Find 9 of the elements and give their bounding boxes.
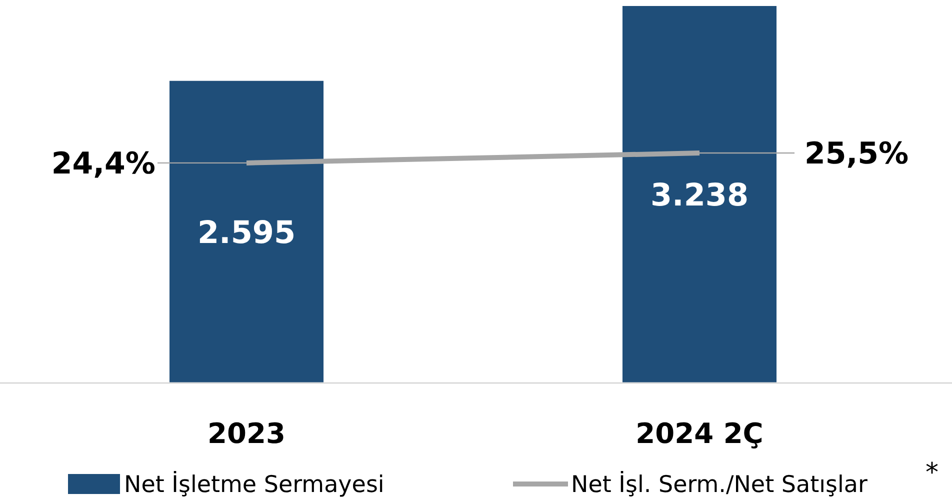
- data-label: 3.238: [650, 177, 749, 214]
- legend-label: Net İşletme Sermayesi: [124, 470, 384, 498]
- data-label: 2.595: [197, 214, 296, 251]
- data-label: 25,5%: [804, 136, 909, 172]
- x-tick-label: 2024 2Ç: [636, 416, 764, 450]
- text: *: [926, 458, 938, 488]
- x-tick-label: 2023: [208, 416, 286, 450]
- legend-label: Net İşl. Serm./Net Satışlar: [571, 470, 868, 498]
- data-label: 24,4%: [51, 146, 156, 182]
